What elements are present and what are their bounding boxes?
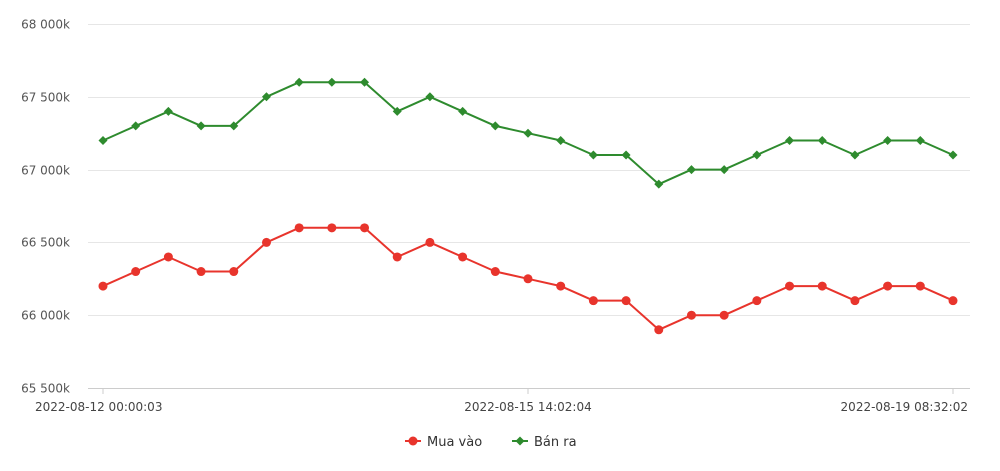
data-point-mua-vao[interactable] xyxy=(948,296,958,306)
data-point-mua-vao[interactable] xyxy=(719,310,729,320)
grid-lines xyxy=(88,24,970,389)
data-point-ban-ra[interactable] xyxy=(719,165,729,175)
data-point-ban-ra[interactable] xyxy=(490,121,500,131)
data-point-ban-ra[interactable] xyxy=(523,128,533,138)
data-point-ban-ra[interactable] xyxy=(425,92,435,102)
data-point-mua-vao[interactable] xyxy=(686,310,696,320)
data-point-mua-vao[interactable] xyxy=(523,274,533,284)
y-axis-ticks: 65 500k 66 000k 66 500k 67 000k 67 500k 68 00… xyxy=(21,18,70,396)
legend-item-ban-ra[interactable]: Bán ra xyxy=(512,435,577,450)
data-point-ban-ra[interactable] xyxy=(588,150,598,160)
y-tick-label: 65 500k xyxy=(21,382,70,396)
data-point-ban-ra[interactable] xyxy=(948,150,958,160)
data-point-mua-vao[interactable] xyxy=(196,267,206,277)
legend-circle-marker-icon xyxy=(408,436,418,446)
x-tick-label: 2022-08-12 00:00:03 xyxy=(35,400,162,414)
data-point-mua-vao[interactable] xyxy=(458,252,468,262)
data-point-mua-vao[interactable] xyxy=(621,296,631,306)
data-point-ban-ra[interactable] xyxy=(686,165,696,175)
data-point-ban-ra[interactable] xyxy=(360,77,370,87)
data-point-mua-vao[interactable] xyxy=(229,267,239,277)
data-point-ban-ra[interactable] xyxy=(654,179,664,189)
data-point-mua-vao[interactable] xyxy=(131,267,141,277)
data-point-mua-vao[interactable] xyxy=(785,281,795,291)
legend: Mua vào Bán ra xyxy=(405,435,577,450)
data-point-ban-ra[interactable] xyxy=(327,77,337,87)
series-lines xyxy=(102,81,954,331)
data-point-ban-ra[interactable] xyxy=(850,150,860,160)
data-point-mua-vao[interactable] xyxy=(261,237,271,247)
data-point-ban-ra[interactable] xyxy=(98,135,108,145)
data-point-mua-vao[interactable] xyxy=(752,296,762,306)
data-point-mua-vao[interactable] xyxy=(425,237,435,247)
data-point-ban-ra[interactable] xyxy=(752,150,762,160)
data-point-mua-vao[interactable] xyxy=(490,267,500,277)
data-point-ban-ra[interactable] xyxy=(915,135,925,145)
data-point-ban-ra[interactable] xyxy=(229,121,239,131)
x-axis-ticks: 2022-08-12 00:00:03 2022-08-15 14:02:04 20… xyxy=(35,388,968,414)
data-point-mua-vao[interactable] xyxy=(360,223,370,233)
y-tick-label: 66 000k xyxy=(21,309,70,323)
data-point-ban-ra[interactable] xyxy=(817,135,827,145)
data-point-mua-vao[interactable] xyxy=(850,296,860,306)
data-point-mua-vao[interactable] xyxy=(588,296,598,306)
y-tick-label: 66 500k xyxy=(21,236,70,250)
data-point-mua-vao[interactable] xyxy=(392,252,402,262)
legend-diamond-marker-icon xyxy=(515,436,525,446)
data-point-ban-ra[interactable] xyxy=(163,106,173,116)
data-point-ban-ra[interactable] xyxy=(261,92,271,102)
data-point-ban-ra[interactable] xyxy=(785,135,795,145)
data-point-ban-ra[interactable] xyxy=(131,121,141,131)
data-point-ban-ra[interactable] xyxy=(883,135,893,145)
data-point-ban-ra[interactable] xyxy=(196,121,206,131)
data-point-mua-vao[interactable] xyxy=(327,223,337,233)
data-point-mua-vao[interactable] xyxy=(163,252,173,262)
data-point-mua-vao[interactable] xyxy=(883,281,893,291)
data-point-ban-ra[interactable] xyxy=(458,106,468,116)
data-point-mua-vao[interactable] xyxy=(556,281,566,291)
series-markers xyxy=(98,77,958,335)
data-point-mua-vao[interactable] xyxy=(654,325,664,335)
legend-label: Mua vào xyxy=(427,435,482,450)
data-point-mua-vao[interactable] xyxy=(294,223,304,233)
data-point-ban-ra[interactable] xyxy=(392,106,402,116)
data-point-ban-ra[interactable] xyxy=(621,150,631,160)
y-tick-label: 68 000k xyxy=(21,18,70,32)
data-point-mua-vao[interactable] xyxy=(98,281,108,291)
data-point-mua-vao[interactable] xyxy=(915,281,925,291)
y-tick-label: 67 000k xyxy=(21,164,70,178)
legend-label: Bán ra xyxy=(534,435,577,450)
x-tick-label: 2022-08-15 14:02:04 xyxy=(464,400,591,414)
data-point-mua-vao[interactable] xyxy=(817,281,827,291)
data-point-ban-ra[interactable] xyxy=(556,135,566,145)
y-tick-label: 67 500k xyxy=(21,91,70,105)
x-tick-label: 2022-08-19 08:32:02 xyxy=(841,400,968,414)
legend-item-mua-vao[interactable]: Mua vào xyxy=(405,435,482,450)
data-point-ban-ra[interactable] xyxy=(294,77,304,87)
